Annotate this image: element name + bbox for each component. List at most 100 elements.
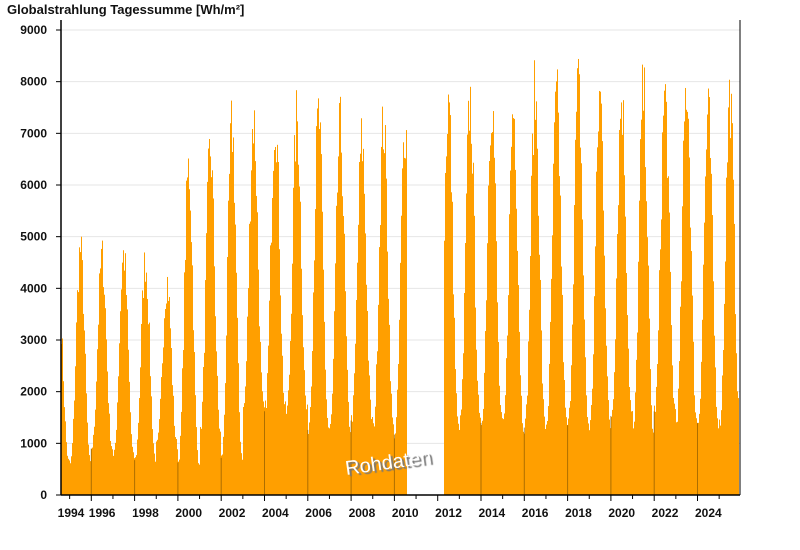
data-bar <box>604 255 605 495</box>
data-bar <box>74 400 75 495</box>
data-bar <box>602 141 603 495</box>
data-bar <box>99 273 100 495</box>
data-bar <box>150 376 151 495</box>
data-bar <box>189 189 190 495</box>
data-bar <box>521 395 522 495</box>
data-bar <box>397 389 398 495</box>
data-bar <box>291 313 292 495</box>
data-bar <box>522 423 523 495</box>
data-bar <box>555 91 556 496</box>
data-bar <box>542 383 543 495</box>
data-bar <box>620 118 621 495</box>
data-bar <box>234 202 235 495</box>
data-bar <box>279 249 280 495</box>
data-bar <box>145 281 146 495</box>
data-bar <box>459 429 460 495</box>
data-bar <box>664 90 665 495</box>
data-bar <box>257 212 258 496</box>
y-tick-label: 3000 <box>20 333 47 347</box>
data-bar <box>103 287 104 495</box>
data-bar <box>403 142 404 495</box>
data-bar <box>362 161 363 495</box>
data-bar <box>84 330 85 495</box>
data-bar <box>248 288 249 495</box>
data-bar <box>699 413 700 495</box>
data-bar <box>381 146 382 495</box>
data-bar <box>558 112 559 495</box>
data-bar <box>582 219 583 495</box>
data-bar <box>613 399 614 495</box>
data-bar <box>86 393 87 495</box>
data-bar <box>334 311 335 495</box>
data-bar <box>244 403 245 495</box>
data-bar <box>695 412 696 495</box>
data-bar <box>393 424 394 495</box>
data-bar <box>359 162 360 496</box>
data-bar <box>609 419 610 495</box>
data-bar <box>204 352 205 495</box>
data-bar <box>663 115 664 495</box>
data-bar <box>64 407 65 495</box>
x-tick-label: 2008 <box>349 506 376 520</box>
data-bar <box>533 155 534 496</box>
data-bar <box>293 187 294 495</box>
data-bar <box>658 330 659 495</box>
data-bar <box>200 427 201 495</box>
data-bar <box>594 296 595 495</box>
data-bar <box>722 375 723 495</box>
data-bar <box>701 361 702 495</box>
data-bar <box>716 406 717 495</box>
data-bar <box>598 131 599 495</box>
data-bar <box>678 388 679 495</box>
x-tick-label: 2024 <box>695 506 722 520</box>
data-bar <box>81 236 82 496</box>
data-bar <box>276 162 277 495</box>
data-bar <box>358 224 359 496</box>
data-bar <box>326 399 327 495</box>
data-bar <box>135 457 136 495</box>
data-bar <box>144 252 145 495</box>
data-bar <box>263 401 264 495</box>
data-bar <box>448 94 449 495</box>
data-bar <box>710 157 711 495</box>
data-bar <box>90 461 91 495</box>
data-bar <box>212 170 213 495</box>
data-bar <box>601 103 602 496</box>
data-bar <box>629 387 630 495</box>
data-bar <box>454 317 455 495</box>
data-bar <box>484 372 485 495</box>
data-bar <box>611 416 612 495</box>
data-bar <box>281 333 282 495</box>
data-bar <box>261 372 262 495</box>
data-bar <box>645 167 646 495</box>
data-bar <box>143 297 144 495</box>
data-bar <box>191 242 192 495</box>
data-bar <box>324 321 325 495</box>
data-bar <box>591 405 592 495</box>
data-bar <box>560 195 561 495</box>
data-bar <box>388 298 389 495</box>
data-bar <box>121 289 122 495</box>
data-bar <box>245 386 246 495</box>
data-bar <box>249 223 250 495</box>
data-bar <box>694 395 695 495</box>
data-bar <box>385 125 386 495</box>
data-bar <box>512 114 513 495</box>
y-tick-label: 1000 <box>20 436 47 450</box>
data-bar <box>183 350 184 495</box>
data-bar <box>733 179 734 496</box>
data-bar <box>274 150 275 496</box>
data-bar <box>471 143 472 496</box>
data-bar <box>253 143 254 495</box>
data-bar <box>494 157 495 496</box>
data-bar <box>693 341 694 495</box>
data-bar <box>197 450 198 495</box>
data-bar <box>366 284 367 495</box>
data-bar <box>267 373 268 495</box>
data-bar <box>570 401 571 495</box>
data-bar <box>73 418 74 495</box>
data-bar <box>280 295 281 495</box>
data-bar <box>87 422 88 495</box>
data-bar <box>230 123 231 495</box>
data-bar <box>129 381 130 495</box>
